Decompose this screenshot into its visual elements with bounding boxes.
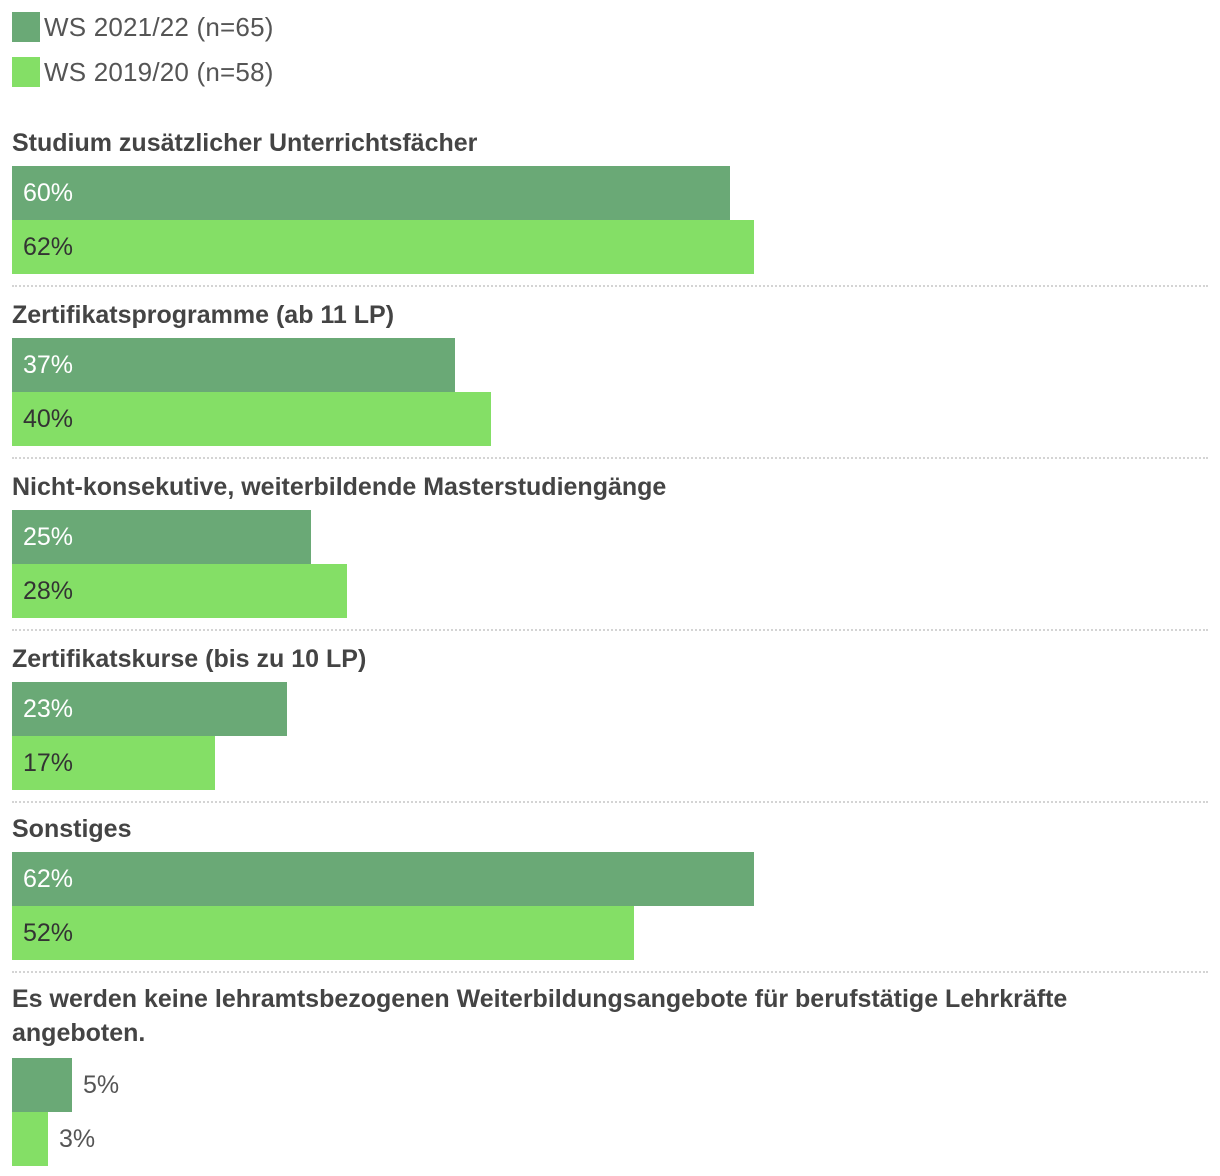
bar-value-label: 17%: [23, 748, 74, 777]
category-label: Studium zusätzlicher Unterrichtsfächer: [12, 129, 478, 157]
bar: 23%: [12, 682, 287, 736]
chart-legend: WS 2021/22 (n=65) WS 2019/20 (n=58): [12, 12, 274, 102]
category-group: Sonstiges 62% 52%: [12, 812, 1208, 960]
bar-value-label: 3%: [59, 1124, 96, 1153]
bar-value-label: 23%: [23, 694, 74, 723]
category-label: Zertifikatskurse (bis zu 10 LP): [12, 645, 367, 673]
legend-label-series-2: WS 2019/20 (n=58): [44, 56, 274, 87]
category-group: Es werden keine lehramtsbezogenen Weiter…: [12, 982, 1208, 1166]
legend-swatch-series-1: [12, 12, 40, 42]
bar: 60%: [12, 166, 730, 220]
bar: 62%: [12, 220, 754, 274]
bar: 17%: [12, 736, 215, 790]
bar: 62%: [12, 852, 754, 906]
bar-value-label: 52%: [23, 918, 74, 947]
bar: 25%: [12, 510, 311, 564]
category-label: Zertifikatsprogramme (ab 11 LP): [12, 301, 395, 329]
group-separator: [12, 285, 1208, 287]
bar-value-label: 37%: [23, 350, 74, 379]
bar-value-label: 62%: [23, 232, 74, 261]
bar: 52%: [12, 906, 634, 960]
bar-value-label: 62%: [23, 864, 74, 893]
bar: 37%: [12, 338, 455, 392]
bar: 28%: [12, 564, 347, 618]
category-group: Zertifikatsprogramme (ab 11 LP) 37% 40%: [12, 298, 1208, 446]
legend-item-series-1: WS 2021/22 (n=65): [12, 12, 274, 42]
group-separator: [12, 801, 1208, 803]
group-separator: [12, 629, 1208, 631]
category-group: Zertifikatskurse (bis zu 10 LP) 23% 17%: [12, 642, 1208, 790]
bar-value-label: 5%: [83, 1070, 120, 1099]
category-group: Studium zusätzlicher Unterrichtsfächer 60…: [12, 126, 1208, 274]
bar-value-label: 40%: [23, 404, 74, 433]
bar: 40%: [12, 392, 491, 446]
legend-label-series-1: WS 2021/22 (n=65): [44, 11, 274, 42]
category-label: Es werden keine lehramtsbezogenen Weiter…: [12, 985, 1068, 1047]
bar-value-label: 25%: [23, 522, 74, 551]
category-label: Nicht-konsekutive, weiterbildende Master…: [12, 473, 667, 501]
bar: 5%: [12, 1058, 119, 1112]
group-separator: [12, 457, 1208, 459]
category-group: Nicht-konsekutive, weiterbildende Master…: [12, 470, 1208, 618]
legend-swatch-series-2: [12, 57, 40, 87]
bar-value-label: 60%: [23, 178, 74, 207]
category-label: Sonstiges: [12, 815, 132, 843]
bar-value-label: 28%: [23, 576, 74, 605]
bar: 3%: [12, 1112, 95, 1166]
legend-item-series-2: WS 2019/20 (n=58): [12, 57, 274, 87]
group-separator: [12, 971, 1208, 973]
